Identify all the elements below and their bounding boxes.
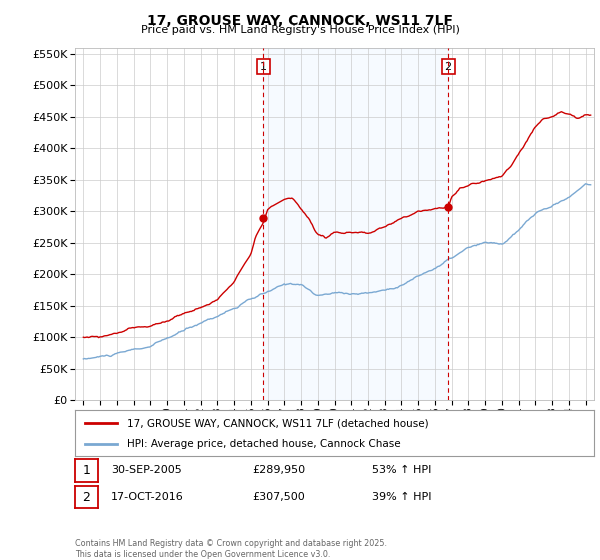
- Text: 1: 1: [82, 464, 91, 477]
- Text: 2: 2: [82, 491, 91, 504]
- Text: 2: 2: [445, 62, 452, 72]
- Text: 1: 1: [260, 62, 267, 72]
- Text: £289,950: £289,950: [252, 465, 305, 475]
- Text: 17, GROUSE WAY, CANNOCK, WS11 7LF (detached house): 17, GROUSE WAY, CANNOCK, WS11 7LF (detac…: [127, 418, 428, 428]
- Text: HPI: Average price, detached house, Cannock Chase: HPI: Average price, detached house, Cann…: [127, 440, 401, 450]
- Bar: [263, 48, 448, 400]
- Text: 39% ↑ HPI: 39% ↑ HPI: [372, 492, 431, 502]
- Text: Contains HM Land Registry data © Crown copyright and database right 2025.
This d: Contains HM Land Registry data © Crown c…: [75, 539, 387, 559]
- Text: 53% ↑ HPI: 53% ↑ HPI: [372, 465, 431, 475]
- Text: £307,500: £307,500: [252, 492, 305, 502]
- Text: 17, GROUSE WAY, CANNOCK, WS11 7LF: 17, GROUSE WAY, CANNOCK, WS11 7LF: [147, 14, 453, 28]
- Text: 17-OCT-2016: 17-OCT-2016: [111, 492, 184, 502]
- Text: Price paid vs. HM Land Registry's House Price Index (HPI): Price paid vs. HM Land Registry's House …: [140, 25, 460, 35]
- Text: 30-SEP-2005: 30-SEP-2005: [111, 465, 182, 475]
